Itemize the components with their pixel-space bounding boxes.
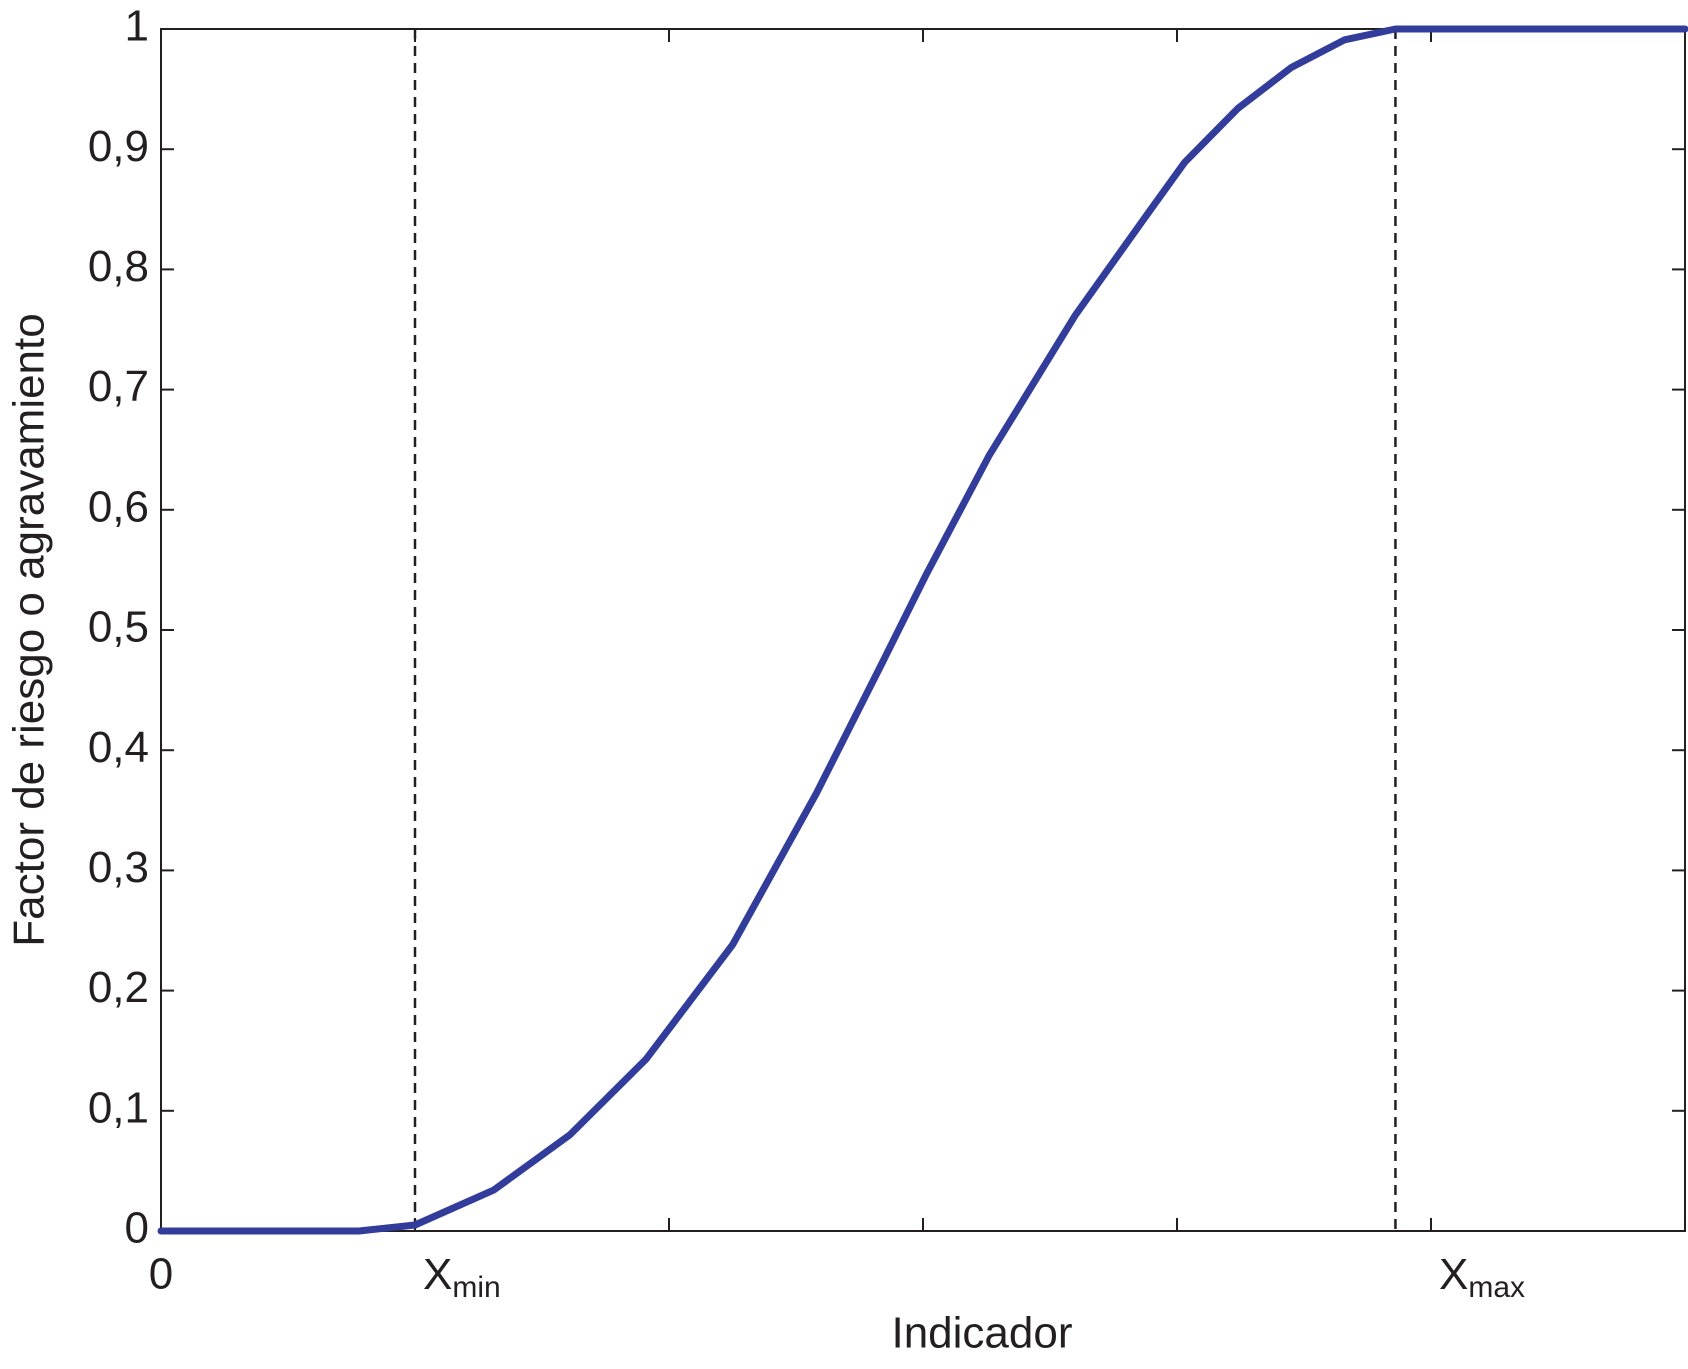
y-tick-label: 0: [125, 1204, 149, 1253]
x-tick-label: Xmax: [1439, 1250, 1525, 1304]
y-tick-label: 1: [125, 2, 149, 51]
y-tick-label: 0,8: [88, 242, 149, 291]
y-tick-label: 0,3: [88, 843, 149, 892]
x-tick-label-main: X: [423, 1250, 452, 1299]
y-tick-label: 0,2: [88, 963, 149, 1012]
y-axis-label: Factor de riesgo o agravamiento: [5, 313, 54, 946]
y-tick-label: 0,5: [88, 603, 149, 652]
x-tick-label: Xmin: [423, 1250, 501, 1304]
x-tick-label-sub: min: [452, 1271, 500, 1304]
line-series: [157, 25, 1688, 1235]
x-tick-label-sub: max: [1468, 1271, 1525, 1304]
x-tick-label: 0: [149, 1250, 173, 1299]
plot-frame: [160, 28, 1686, 1232]
y-tick-label: 0,4: [88, 723, 149, 772]
y-tick-label: 0,1: [88, 1083, 149, 1132]
y-tick-label: 0,6: [88, 482, 149, 531]
y-tick-label: 0,7: [88, 362, 149, 411]
x-axis-label: Indicador: [891, 1309, 1072, 1358]
x-tick-label-main: X: [1439, 1250, 1468, 1299]
y-tick-label: 0,9: [88, 122, 149, 171]
